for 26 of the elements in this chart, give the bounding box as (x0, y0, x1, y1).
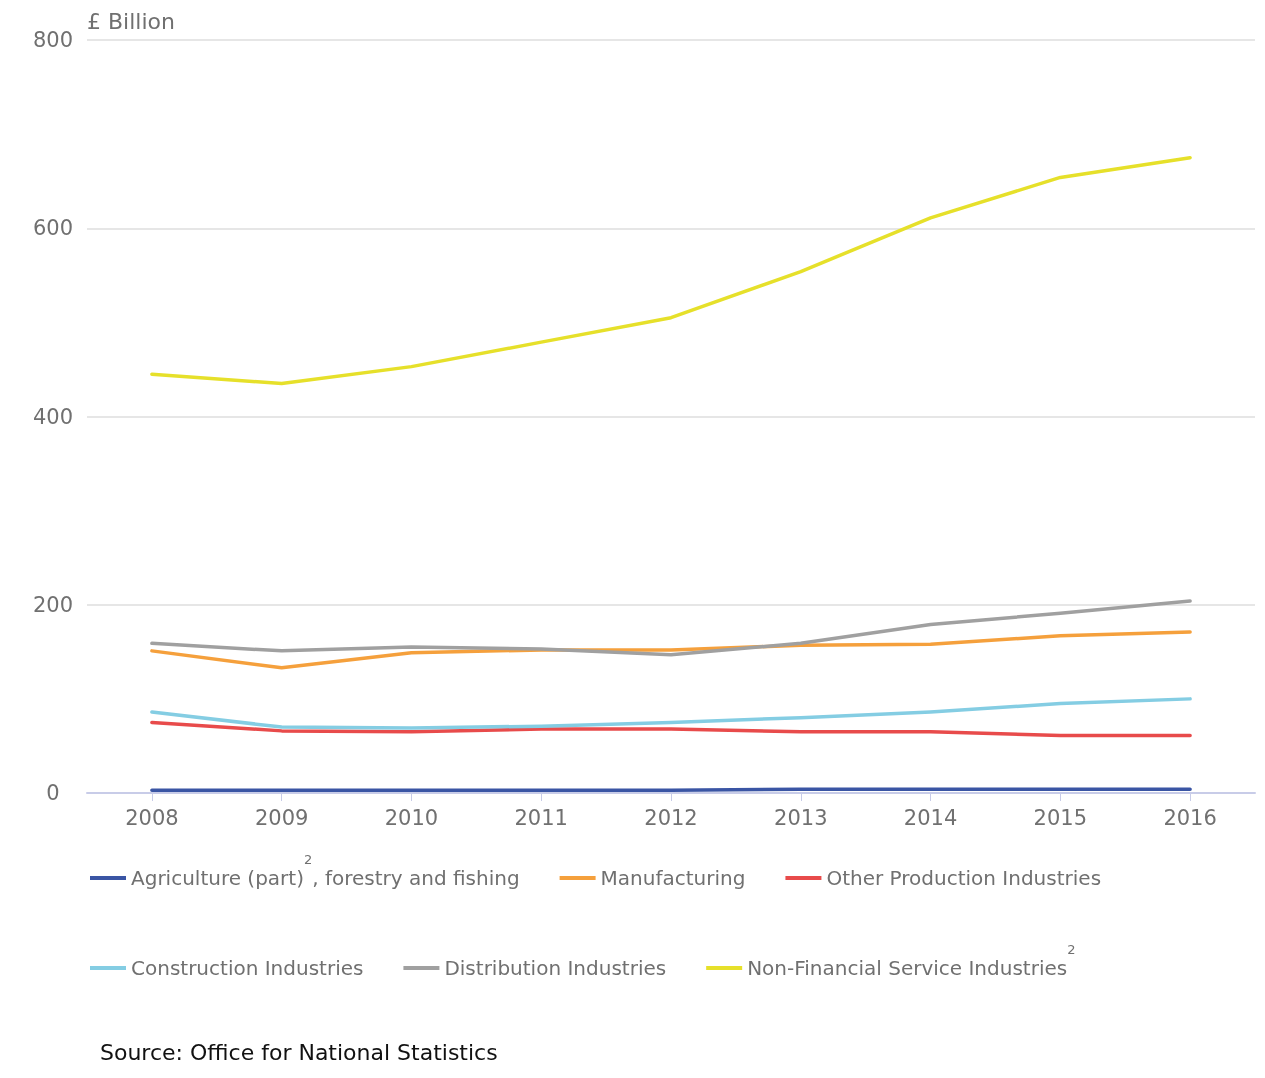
legend-label: Other Production Industries (826, 866, 1102, 890)
y-axis-title: £ Billion (87, 8, 175, 34)
line-series (150, 155, 1192, 386)
legend-label: Non-Financial Service Industries2 (747, 942, 1076, 980)
y-tick-label: 0 (46, 781, 60, 805)
x-tick-label: 2016 (1163, 805, 1217, 830)
x-tick-label: 2008 (125, 805, 179, 830)
line-series (150, 720, 1192, 738)
line-series (150, 599, 1192, 657)
legend-label: Distribution Industries (444, 956, 667, 980)
legend-label: Manufacturing (600, 866, 746, 890)
source-note: Source: Office for National Statistics (100, 1039, 498, 1065)
x-tick-label: 2015 (1033, 805, 1088, 830)
y-tick-label: 800 (32, 28, 74, 52)
legend-label: Agriculture (part)2, forestry and fishing (131, 852, 520, 890)
y-tick-label: 600 (32, 216, 74, 241)
x-tick-label: 2010 (384, 805, 439, 830)
line-series (150, 697, 1192, 730)
y-tick-label: 400 (32, 404, 74, 429)
x-tick-label: 2013 (774, 805, 828, 830)
y-tick-label: 200 (32, 592, 74, 617)
x-tick-label: 2014 (903, 805, 958, 830)
x-tick-label: 2011 (514, 805, 568, 830)
x-tick-label: 2012 (644, 805, 698, 830)
legend-label: Construction Industries (131, 956, 364, 980)
x-tick-label: 2009 (254, 805, 309, 830)
